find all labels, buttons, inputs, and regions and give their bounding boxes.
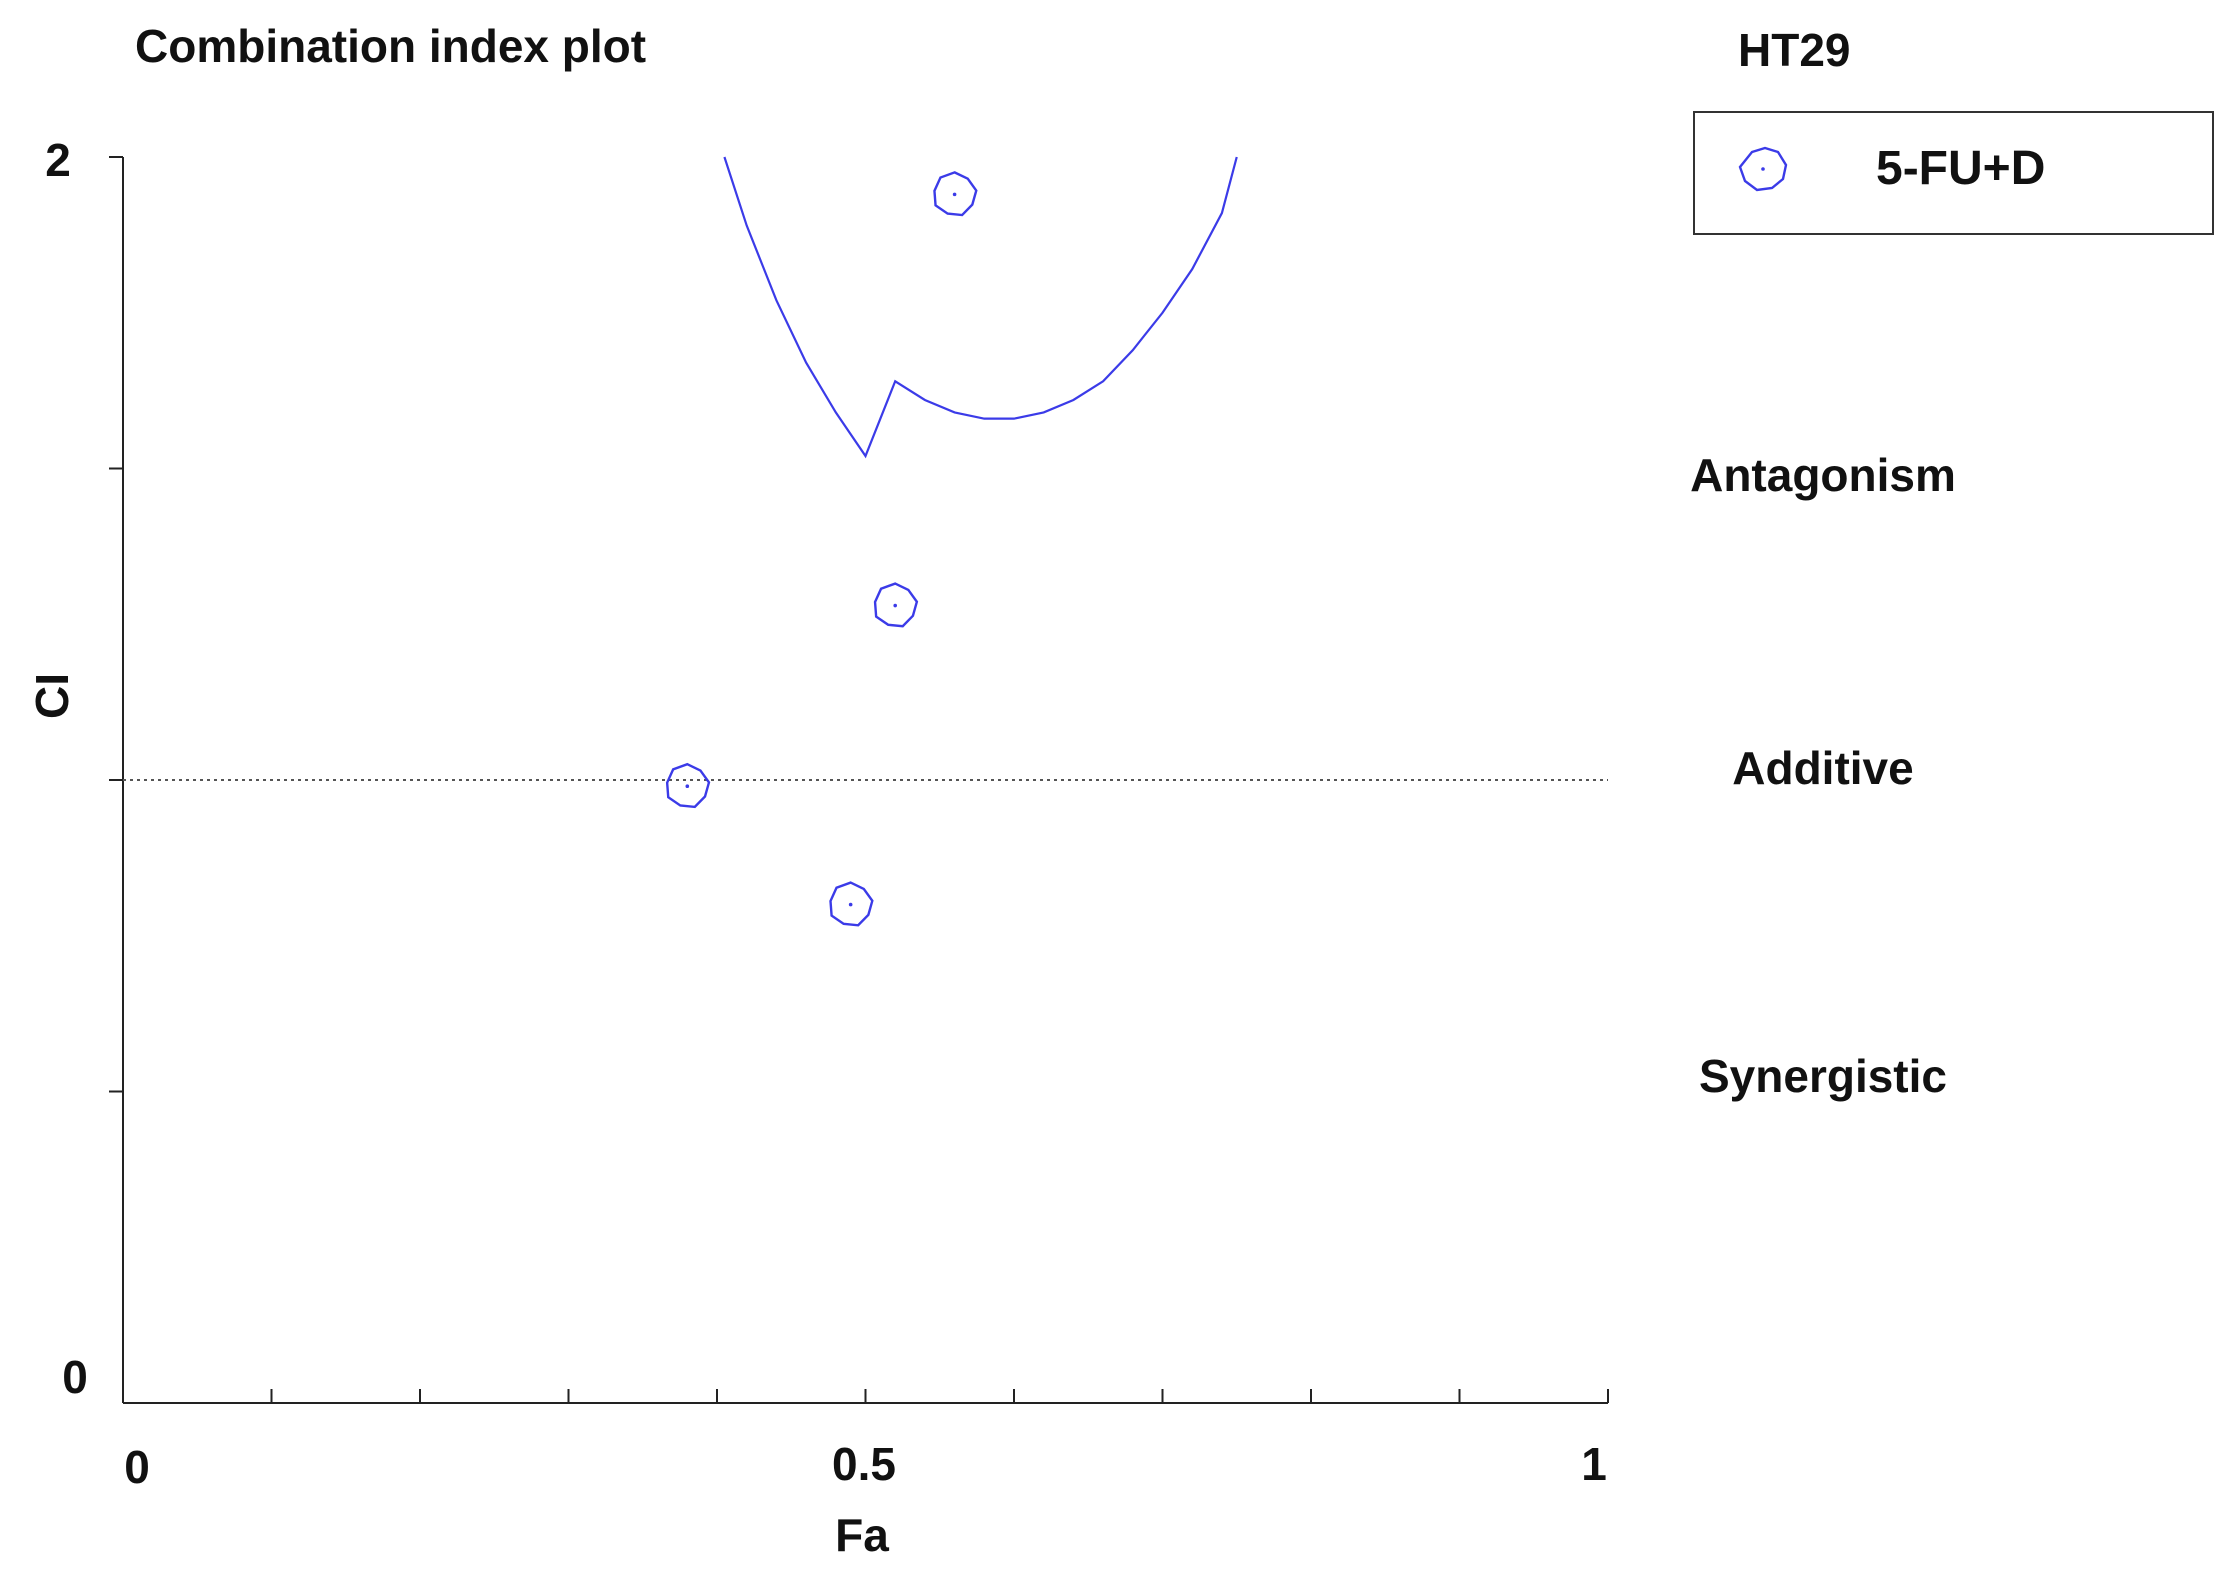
data-point-1 — [665, 762, 711, 809]
fitted-ci-curve — [723, 156, 1238, 459]
x-axis-label: Fa — [835, 1509, 889, 1561]
axis-ticks — [109, 156, 1609, 1403]
chart-subtitle: HT29 — [1738, 24, 1850, 76]
annotations: Antagonism Additive Synergistic — [1690, 449, 1956, 1102]
legend: 5-FU+D — [1693, 111, 2214, 235]
y-tick-label-0: 0 — [62, 1351, 88, 1403]
data-point-3 — [873, 582, 919, 628]
data-point-center-3 — [893, 603, 897, 608]
legend-label: 5-FU+D — [1876, 142, 2045, 195]
data-point-center-2 — [848, 902, 853, 907]
legend-marker-icon — [1738, 146, 1788, 192]
legend-marker-outline — [1738, 146, 1788, 192]
legend-box — [1693, 111, 2214, 235]
y-axis-label: CI — [26, 673, 78, 719]
annotation-antagonism: Antagonism — [1690, 449, 1956, 501]
chart-title: Combination index plot — [135, 20, 646, 72]
y-tick-label-2: 2 — [45, 134, 71, 186]
data-point-2 — [829, 881, 874, 927]
data-point-center-1 — [685, 784, 690, 789]
data-point-center-4 — [952, 192, 957, 197]
data-points — [665, 171, 978, 927]
x-tick-label-0: 0 — [124, 1441, 150, 1493]
x-tick-label-1: 1 — [1581, 1438, 1607, 1490]
annotation-additive: Additive — [1732, 742, 1913, 794]
legend-marker-center — [1761, 167, 1765, 171]
data-point-4 — [933, 171, 978, 217]
annotation-synergistic: Synergistic — [1699, 1050, 1947, 1102]
x-tick-label-0-5: 0.5 — [832, 1438, 896, 1490]
